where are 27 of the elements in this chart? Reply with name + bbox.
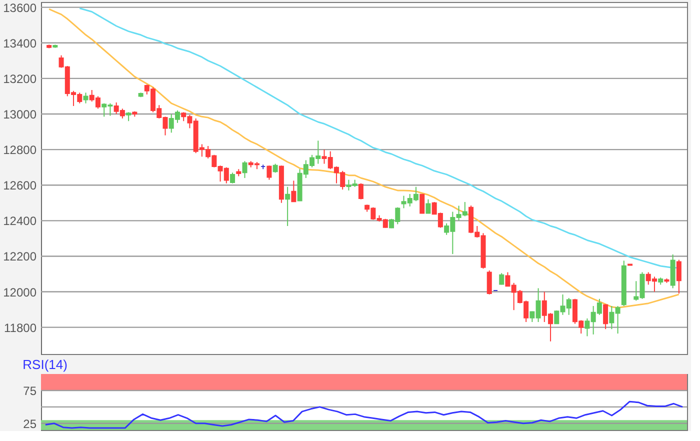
candlestick: [230, 172, 236, 184]
y-tick-label: 25: [23, 416, 37, 431]
candlestick: [676, 259, 682, 294]
y-tick-label: 13400: [3, 36, 37, 50]
y-tick-label: 12200: [3, 250, 37, 264]
candlestick: [83, 92, 88, 104]
line-series: [44, 400, 684, 429]
candlestick: [603, 304, 608, 330]
y-tick-label: 11800: [4, 320, 37, 335]
y-tick-label: 75: [23, 384, 37, 398]
y-tick-label: 12400: [3, 214, 37, 228]
candlestick: [499, 272, 504, 286]
candlestick: [426, 198, 431, 214]
candlestick: [358, 182, 364, 200]
candlestick: [486, 270, 492, 295]
chart-title: RSI(14): [22, 357, 68, 372]
candlestick: [266, 165, 272, 180]
candlestick: [291, 180, 296, 202]
y-tick-label: 12000: [3, 285, 37, 300]
y-tick-label: 13200: [3, 72, 37, 86]
y-tick-label: 12600: [3, 178, 37, 193]
y-tick-label: 12800: [3, 143, 37, 158]
candlestick: [242, 160, 248, 178]
y-tick-label: 13600: [3, 0, 37, 15]
candlestick: [285, 186, 290, 226]
candlestick: [420, 194, 425, 214]
y-tick-label: 13000: [3, 108, 37, 122]
